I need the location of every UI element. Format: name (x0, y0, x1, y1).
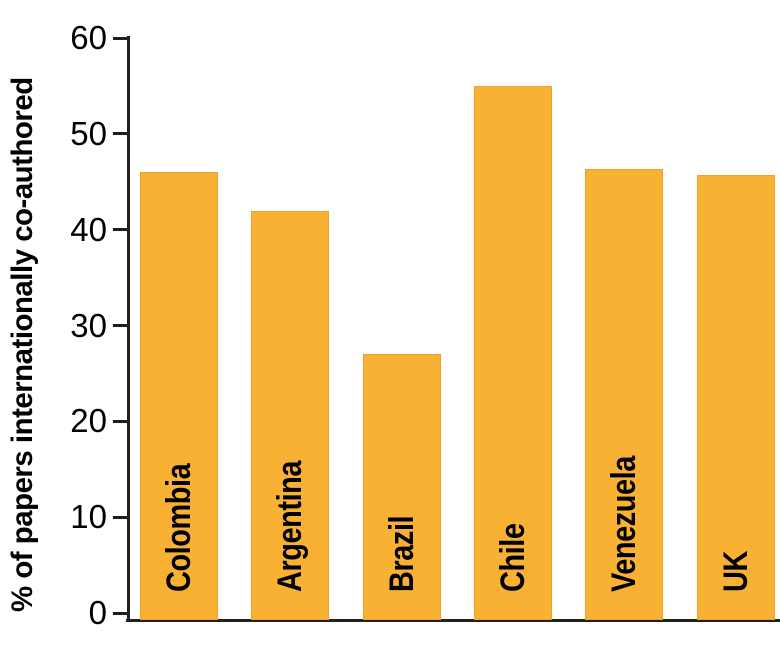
y-tick-40 (113, 228, 128, 232)
bar-label-colombia: Colombia (160, 463, 198, 592)
y-axis-line (127, 36, 130, 622)
y-tick-20 (113, 419, 128, 423)
y-tick-60 (113, 36, 128, 40)
bar-chile (473, 85, 552, 620)
bar-colombia (140, 172, 218, 620)
y-tick-label-40: 40 (70, 210, 107, 248)
y-tick-10 (113, 515, 128, 519)
y-tick-label-0: 0 (88, 594, 107, 631)
bar-argentina (251, 211, 330, 620)
y-tick-label-60: 60 (70, 19, 107, 56)
bar-venezuela (585, 169, 664, 620)
bar-label-venezuela: Venezuela (605, 456, 644, 592)
bar-brazil (362, 354, 441, 620)
y-tick-label-30: 30 (70, 306, 107, 344)
y-tick-50 (113, 132, 128, 136)
bar-label-chile: Chile (493, 523, 532, 592)
bar-label-uk: UK (716, 551, 755, 592)
bar-label-argentina: Argentina (271, 460, 310, 592)
bar-uk (696, 175, 775, 620)
y-tick-0 (113, 611, 128, 615)
bar-label-brazil: Brazil (382, 515, 421, 592)
y-tick-label-20: 20 (70, 402, 107, 440)
x-axis-line (126, 619, 780, 622)
y-tick-label-10: 10 (70, 498, 107, 536)
y-tick-label-50: 50 (70, 114, 107, 152)
y-tick-30 (113, 324, 128, 327)
